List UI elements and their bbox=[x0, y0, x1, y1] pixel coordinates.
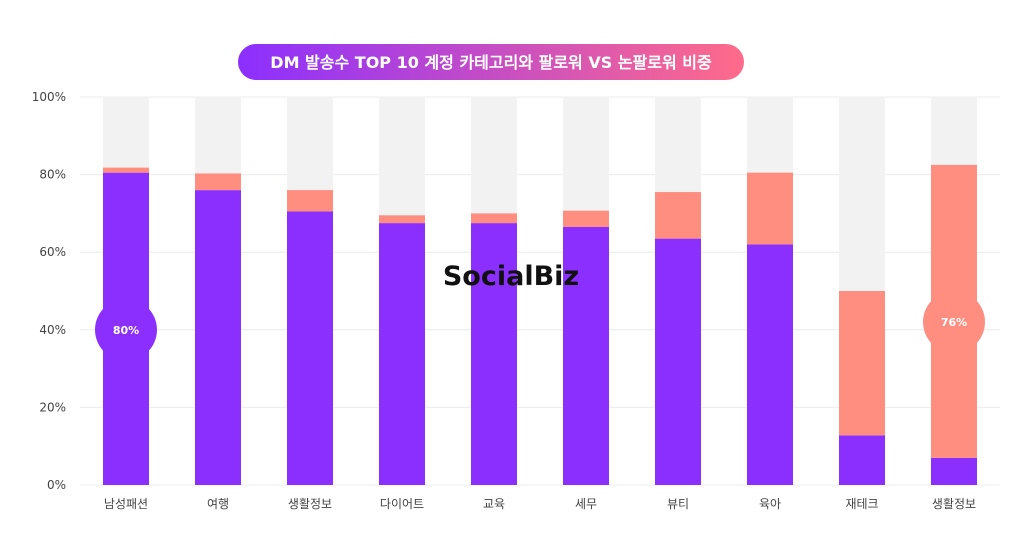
x-tick-label: 세무 bbox=[575, 497, 597, 511]
bar-non-follower bbox=[103, 167, 149, 173]
y-tick-label: 60% bbox=[39, 245, 66, 259]
bar-non-follower bbox=[287, 190, 333, 212]
y-tick-label: 20% bbox=[39, 400, 66, 414]
x-tick-label: 다이어트 bbox=[380, 497, 424, 511]
bar-non-follower bbox=[655, 192, 701, 239]
bar-follower bbox=[287, 211, 333, 485]
bar-follower bbox=[931, 457, 977, 485]
x-tick-label: 교육 bbox=[483, 497, 505, 511]
x-tick-label: 재테크 bbox=[845, 497, 878, 511]
annotations-layer: 80% 76% bbox=[95, 291, 985, 361]
annotation-label: 80% bbox=[113, 324, 139, 337]
y-tick-label: 40% bbox=[39, 323, 66, 337]
bar-follower bbox=[563, 226, 609, 486]
x-tick-label: 생활정보 bbox=[288, 497, 332, 511]
annotation-bubble bbox=[95, 298, 157, 361]
bar-follower bbox=[655, 238, 701, 485]
bar-non-follower bbox=[195, 173, 241, 191]
bar-non-follower bbox=[379, 215, 425, 224]
x-tick-label: 남성패션 bbox=[104, 497, 148, 511]
y-tick-label: 100% bbox=[32, 90, 66, 104]
x-tick-label: 여행 bbox=[207, 496, 229, 511]
y-tick-label: 80% bbox=[39, 168, 66, 182]
bar-follower bbox=[839, 435, 885, 485]
annotation-label: 76% bbox=[941, 316, 967, 329]
bar-follower bbox=[747, 244, 793, 485]
x-tick-label: 생활정보 bbox=[932, 497, 976, 511]
x-tick-label: 뷰티 bbox=[667, 497, 689, 511]
bar-follower bbox=[471, 223, 517, 485]
bar-follower bbox=[379, 223, 425, 485]
bar-non-follower bbox=[747, 172, 793, 245]
x-tick-label: 육아 bbox=[759, 497, 781, 511]
bar-non-follower bbox=[839, 291, 885, 436]
y-axis: 0% 20% 40% 60% 80% 100% bbox=[32, 90, 66, 492]
x-axis: 남성패션 여행 생활정보 다이어트 교육 세무 뷰티 육아 재테크 생활정보 bbox=[104, 496, 976, 511]
watermark-logo: SocialBiz bbox=[443, 261, 579, 292]
bar-non-follower bbox=[563, 210, 609, 227]
chart-title-pill bbox=[238, 44, 744, 80]
chart-title-group: DM 발송수 TOP 10 계정 카테고리와 팔로워 VS 논팔로워 비중 bbox=[238, 44, 744, 80]
chart-title: DM 발송수 TOP 10 계정 카테고리와 팔로워 VS 논팔로워 비중 bbox=[270, 53, 712, 72]
y-tick-label: 0% bbox=[47, 478, 66, 492]
bar-follower bbox=[195, 190, 241, 485]
annotation-bubble bbox=[923, 291, 985, 354]
bar-non-follower bbox=[471, 213, 517, 224]
